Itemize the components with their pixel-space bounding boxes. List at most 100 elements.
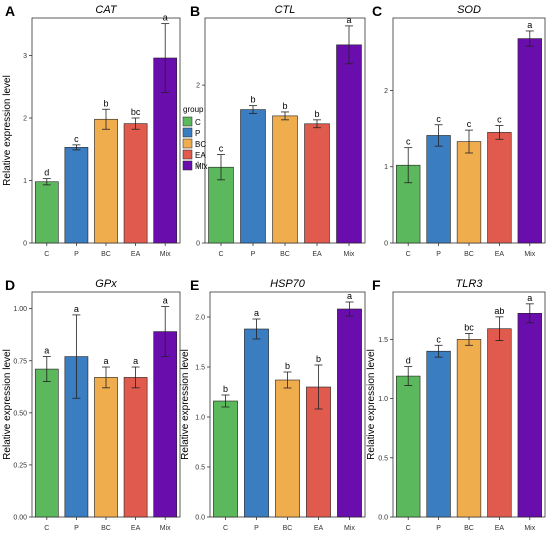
significance-letter: a [133,356,138,366]
x-tick-label: C [406,525,411,532]
bar-C [213,400,238,518]
bar-Mix [337,308,362,518]
bar-Mix [153,331,178,518]
significance-letter: c [497,115,502,125]
y-axis-label: Relative expression level [366,349,377,460]
panel-letter: E [190,277,199,293]
x-tick-label: C [223,525,228,532]
x-tick-label: C [44,525,49,532]
bar-C [34,181,59,244]
x-tick-label: BC [283,525,293,532]
bar-C [34,368,59,518]
y-axis-label: Relative expression level [2,75,13,186]
y-tick-label: 1 [196,162,200,169]
legend-swatch-P [182,127,193,138]
legend: group CP BC EA Mix [182,105,207,171]
bar-EA [487,132,512,244]
y-tick-label: 0.5 [378,455,388,462]
bar-P [64,147,89,244]
y-tick-label: 0.00 [13,515,27,522]
y-tick-label: 2 [384,88,388,95]
y-tick-label: 2.0 [195,315,205,322]
legend-label-EA: EA [195,151,206,160]
significance-letter: ab [494,306,504,316]
y-tick-label: 1.0 [378,396,388,403]
bar-Mix [517,313,542,518]
x-tick-label: BC [464,251,474,258]
chart-title: GPx [95,278,117,290]
chart-title: TLR3 [456,278,484,290]
x-tick-label: EA [131,251,141,258]
legend-swatch-Mix [182,160,193,171]
x-tick-label: P [436,525,441,532]
x-tick-label: EA [495,251,505,258]
significance-letter: d [44,168,49,178]
significance-letter: c [436,114,441,124]
significance-letter: a [347,291,352,301]
significance-letter: b [282,101,287,111]
bar-BC [94,118,118,244]
x-tick-label: P [254,525,259,532]
y-tick-label: 2 [196,83,200,90]
significance-letter: a [103,356,108,366]
y-axis-label: Relative expression level [2,349,13,460]
bar-EA [487,328,512,518]
panel-D: D GPx Relative expression level 0.00 0.25 0.5… [2,277,181,532]
x-tick-label: EA [312,251,322,258]
x-tick-label: P [436,251,441,258]
x-tick-label: Mix [160,525,171,532]
x-tick-label: BC [280,251,290,258]
y-axis-label: Relative expression level [180,349,191,460]
panel-A: A CAT Relative expression level 0 1 2 3 d Cc Pb BC… [2,3,181,258]
x-tick-label: Mix [524,251,535,258]
bar-P [240,109,266,244]
significance-letter: bc [464,322,474,332]
panel-F: F TLR3 Relative expression level 0.0 0.5 1.0 1… [366,277,546,532]
significance-letter: a [163,13,168,23]
panel-E: E HSP70 Relative expression level 0.0 0.5 1.0… [180,277,366,532]
bar-C [208,166,234,244]
bar-EA [123,123,148,244]
y-tick-label: 0.50 [13,410,27,417]
panel-letter: B [190,3,200,19]
bar-P [244,328,269,518]
significance-letter: a [346,15,351,25]
bar-BC [94,377,118,518]
y-tick-label: 1.5 [378,337,388,344]
panel-C: C SOD 0 1 2 c Cc Pc BC c EA a Mix [372,3,546,258]
bar-BC [456,141,482,244]
x-tick-label: Mix [524,525,535,532]
bar-BC [456,339,482,518]
y-tick-label: 0 [384,241,388,248]
significance-letter: c [467,119,472,129]
y-tick-label: 1 [23,178,27,185]
significance-letter: c [406,137,411,147]
x-tick-label: BC [464,525,474,532]
bar-BC [275,379,300,518]
y-tick-label: 0.5 [195,465,205,472]
x-tick-label: EA [314,525,324,532]
bar-P [426,135,451,244]
significance-letter: a [44,346,49,356]
legend-label-Mix: Mix [195,162,207,171]
x-tick-label: BC [101,251,111,258]
significance-letter: b [103,98,108,108]
x-tick-label: C [218,251,223,258]
legend-swatch-C [182,116,193,127]
x-tick-label: EA [131,525,141,532]
y-tick-label: 0.0 [378,515,388,522]
bar-EA [304,123,330,244]
significance-letter: a [74,304,79,314]
panel-letter: F [372,277,381,293]
chart-title: SOD [457,4,481,16]
significance-letter: a [163,296,168,306]
y-tick-label: 0.25 [13,462,27,469]
significance-letter: d [406,356,411,366]
bar-Mix [517,38,542,244]
legend-swatch-BC [182,138,193,149]
y-tick-label: 0.75 [13,358,27,365]
significance-letter: c [74,134,79,144]
bar-BC [272,115,298,244]
y-tick-label: 0.0 [195,515,205,522]
chart-title: CTL [275,4,296,16]
